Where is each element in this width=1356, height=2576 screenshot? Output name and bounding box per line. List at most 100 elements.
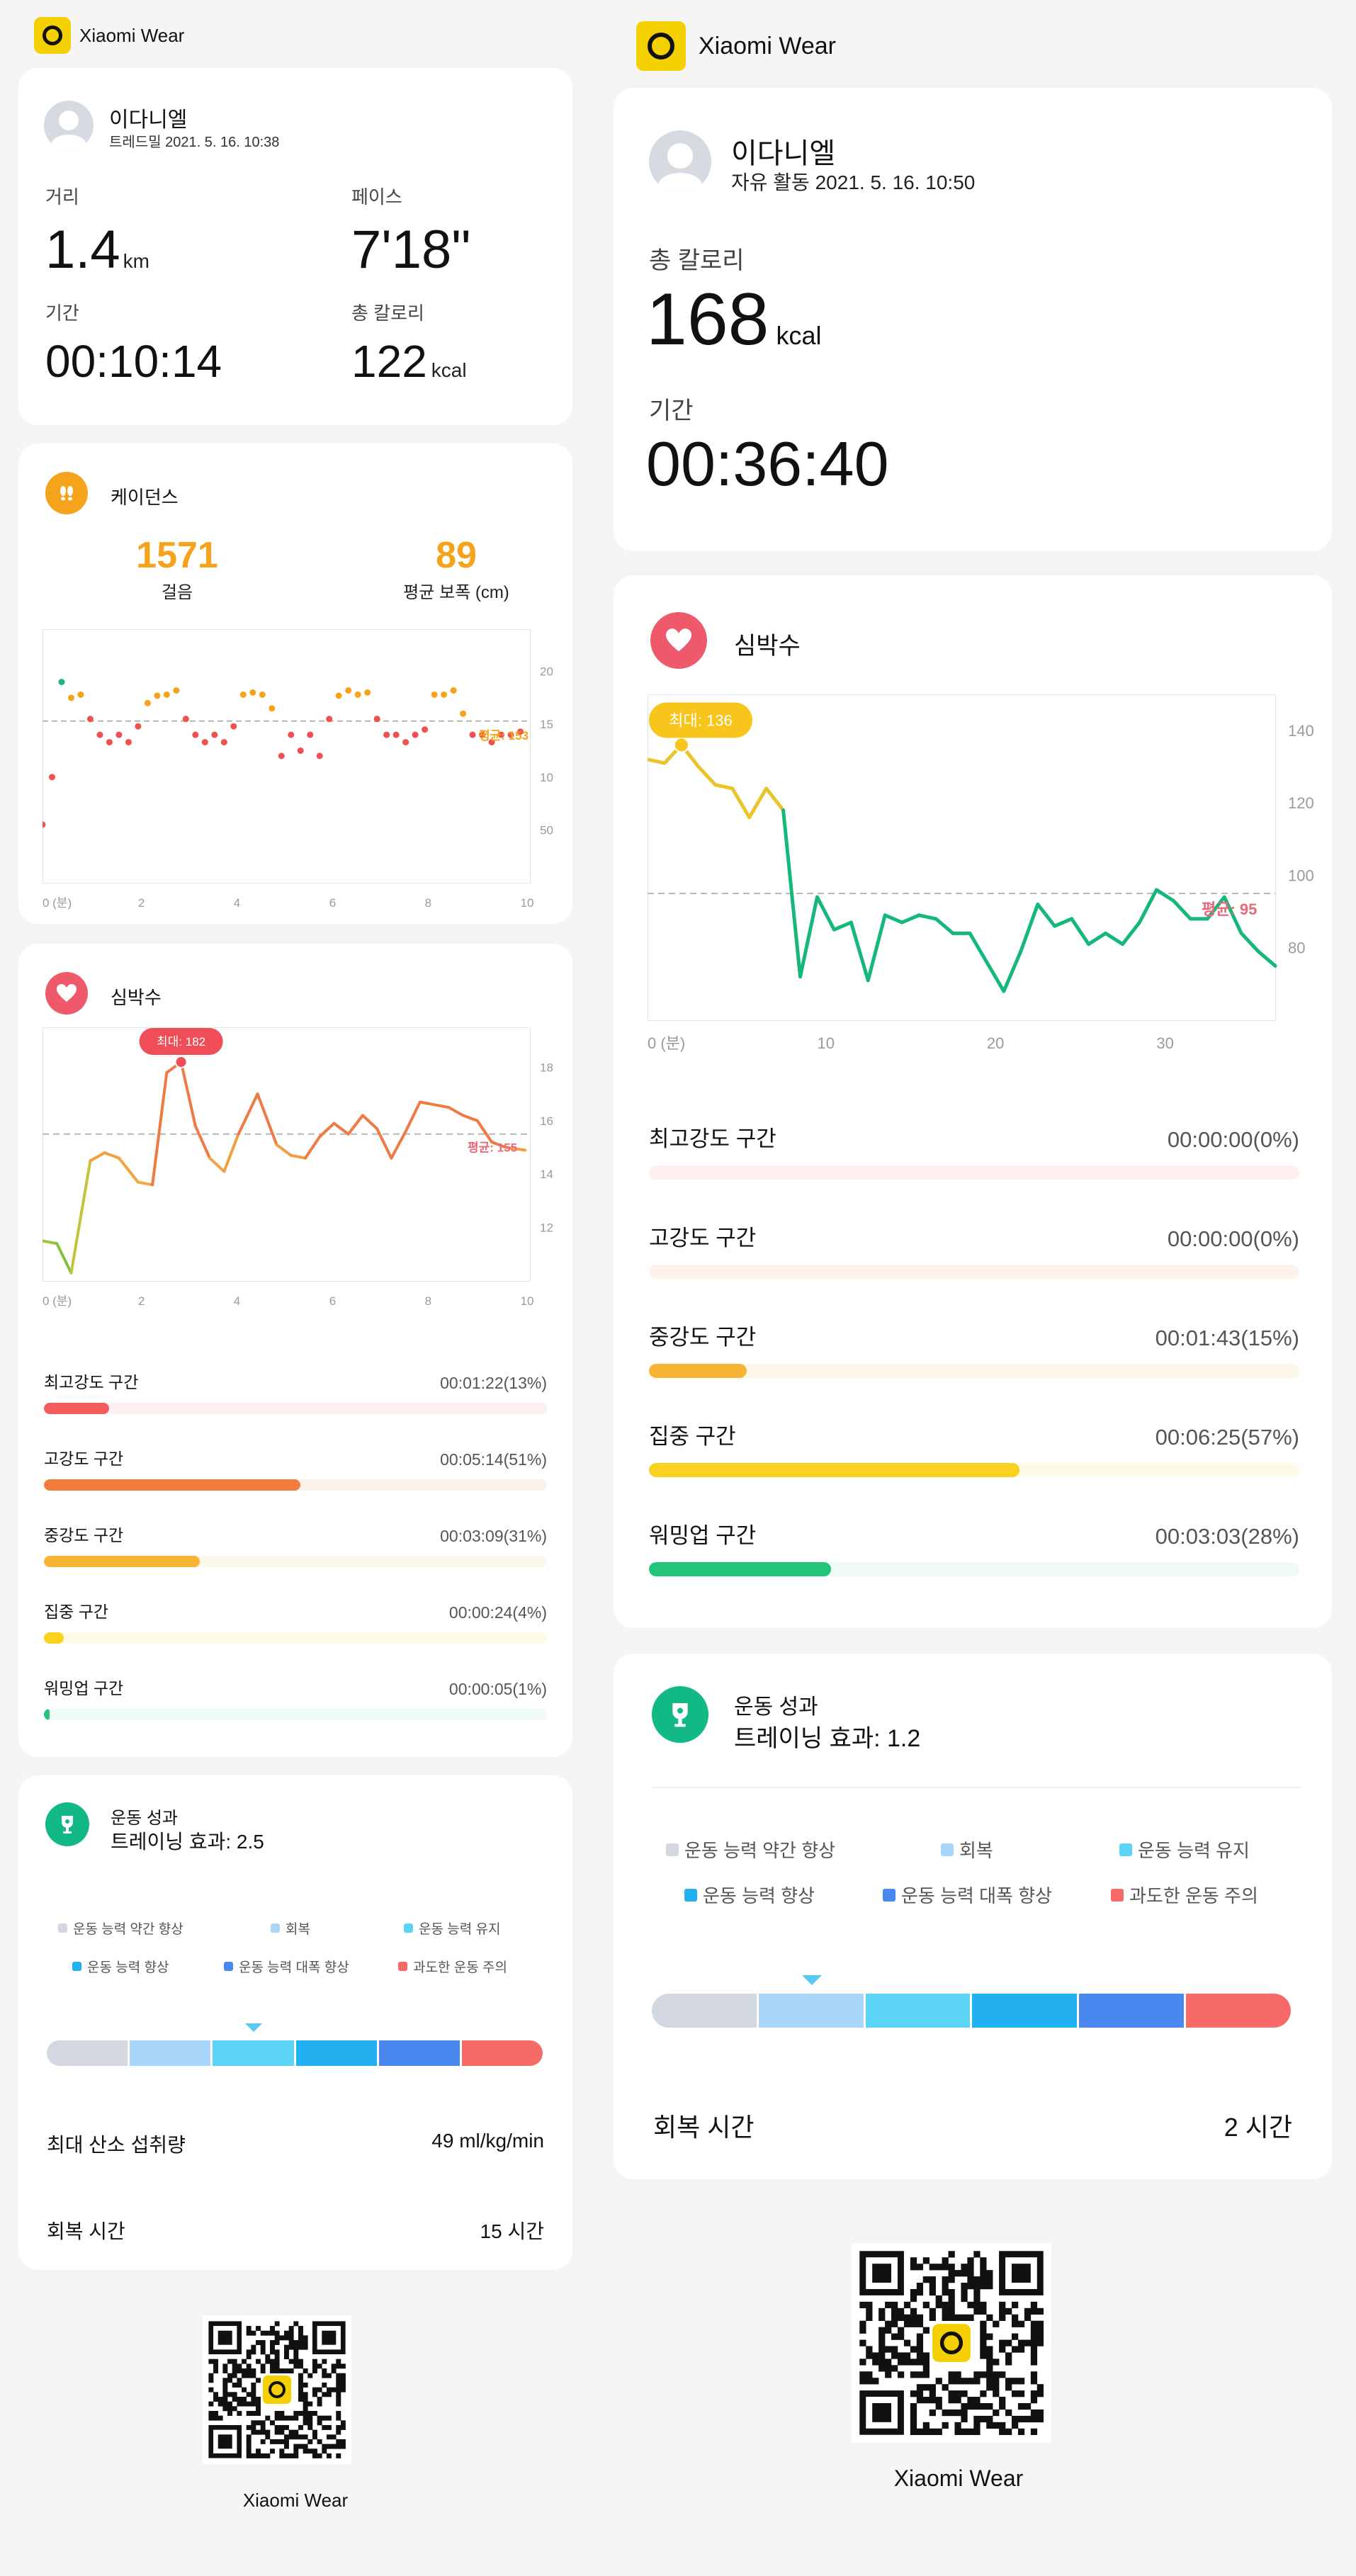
y-tick-label: 140	[540, 1168, 553, 1181]
cadence-point	[488, 739, 495, 746]
legend-swatch	[684, 1888, 697, 1902]
zone-progress-fill	[44, 1709, 50, 1720]
avatar-icon	[44, 101, 94, 150]
legend-label: 운동 능력 대폭 향상	[901, 1885, 1053, 1906]
plot-frame	[43, 629, 531, 883]
zone-row: 집중 구간 00:06:25(57%)	[649, 1418, 1299, 1477]
zone-time: 00:01:43(15%)	[1155, 1326, 1299, 1350]
heart-rate-segment	[461, 1114, 479, 1122]
cadence-point	[269, 705, 276, 712]
stride-value: 89	[436, 535, 477, 576]
legend-item: 과도한 운동 주의	[398, 1957, 507, 1976]
cadence-point	[77, 691, 84, 698]
training-effect: 트레이닝 효과: 1.2	[734, 1725, 921, 1752]
duration-value: 00:36:40	[646, 429, 889, 499]
x-tick-label: 8	[425, 1294, 431, 1308]
zone-name: 최고강도 구간	[44, 1373, 139, 1391]
duration-label: 기간	[649, 397, 694, 424]
x-tick-label: 2	[138, 896, 145, 910]
qr-logo-icon	[263, 2376, 291, 2404]
heart-rate-segment	[1070, 917, 1091, 947]
cadence-point	[460, 710, 467, 717]
legend-swatch	[58, 1923, 67, 1933]
max-badge	[649, 702, 752, 738]
cadence-point	[154, 692, 161, 699]
cadence-point	[163, 691, 170, 698]
heart-rate-segment	[89, 1151, 106, 1163]
cadence-point	[58, 679, 65, 686]
stat-distance: 거리 1.4 km	[45, 186, 149, 280]
heart-rate-segment	[275, 1143, 293, 1157]
cadence-point	[182, 716, 189, 723]
cadence-point	[173, 687, 180, 694]
legend-swatch	[883, 1888, 895, 1902]
legend-swatch	[666, 1843, 679, 1856]
x-tick-label: 20	[987, 1034, 1004, 1052]
cadence-point	[115, 731, 123, 738]
zone-name: 최고강도 구간	[649, 1126, 776, 1151]
zone-time: 00:03:09(31%)	[440, 1527, 547, 1545]
qr-pattern	[859, 2251, 1044, 2436]
steps-value: 1571	[136, 535, 218, 576]
xiaomi-wear-logo-icon	[34, 17, 71, 54]
performance-card: 운동 성과 트레이닝 효과: 2.5 운동 능력 약간 향상 회복 운동 능력 유지…	[18, 1775, 572, 2270]
effect-segment	[47, 2040, 128, 2066]
zone-progress-fill	[44, 1479, 301, 1491]
heart-rate-segment	[883, 913, 904, 925]
heart-rate-title: 심박수	[734, 633, 801, 660]
training-effect: 트레이닝 효과: 2.5	[111, 1831, 264, 1853]
legend-item: 운동 능력 약간 향상	[666, 1836, 835, 1863]
heart-rate-chart: 120 140 160 180 0 (분) 2 4 6 8 10 최대: 182 평균: 155	[43, 1027, 553, 1308]
cadence-point	[392, 731, 400, 738]
right-header: Xiaomi Wear	[636, 21, 836, 71]
heart-rate-segment	[917, 913, 938, 921]
heart-rate-title: 심박수	[111, 987, 162, 1008]
effect-segment	[130, 2040, 211, 2066]
cadence-point	[441, 691, 448, 698]
legend-swatch	[271, 1923, 280, 1933]
zone-time: 00:03:03(28%)	[1155, 1524, 1299, 1549]
zone-progress-fill	[649, 1562, 832, 1576]
zone-row: 최고강도 구간 00:01:22(13%)	[44, 1369, 547, 1414]
legend-item: 회복	[271, 1919, 310, 1938]
x-tick-label: 6	[329, 896, 336, 910]
x-tick-label: 4	[234, 1294, 240, 1308]
zone-progress-fill	[649, 1463, 1020, 1477]
legend-swatch	[1119, 1843, 1132, 1856]
cadence-point	[67, 694, 74, 701]
heart-rate-card: 심박수 80 100 120 140 0 (분) 10 20 30 최대: 136 평균: 95 …	[614, 575, 1332, 1628]
heart-rate-segment	[1104, 931, 1124, 947]
cadence-point	[307, 731, 314, 738]
zone-progress-fill	[44, 1403, 110, 1414]
cadence-point	[48, 774, 55, 781]
max-label: 최대: 182	[157, 1035, 205, 1049]
heart-rate-segment	[208, 1156, 226, 1173]
plot-frame	[43, 1027, 531, 1282]
heart-rate-segment	[781, 808, 803, 979]
y-tick-label: 200	[540, 665, 553, 679]
effect-segment	[295, 2040, 377, 2066]
cadence-point	[364, 689, 371, 696]
user-name: 이다니엘	[731, 138, 836, 169]
vo2max-value: 49 ml/kg/min	[431, 2130, 544, 2152]
effect-segment	[972, 1994, 1078, 2028]
legend-swatch	[72, 1962, 81, 1971]
legend-label: 운동 능력 약간 향상	[684, 1840, 836, 1861]
current-level-marker-icon	[244, 2023, 262, 2032]
heart-rate-segment	[375, 1127, 393, 1160]
legend-label: 운동 능력 대폭 향상	[239, 1960, 349, 1975]
heart-rate-segment	[866, 913, 887, 983]
legend-label: 과도한 운동 주의	[413, 1960, 507, 1975]
zone-name: 중강도 구간	[649, 1325, 757, 1350]
zone-row: 워밍업 구간 00:00:05(1%)	[44, 1675, 547, 1720]
x-tick-label: 6	[329, 1294, 336, 1308]
legend-swatch	[404, 1923, 413, 1933]
heart-rate-segment	[1002, 949, 1023, 993]
y-tick-label: 160	[540, 1114, 553, 1128]
heart-rate-segment	[815, 895, 836, 932]
trophy-icon	[652, 1686, 708, 1743]
zone-progress-fill	[44, 1556, 200, 1567]
footprints-icon	[45, 472, 88, 514]
y-tick-label: 120	[540, 1221, 553, 1235]
cadence-point	[96, 731, 103, 738]
